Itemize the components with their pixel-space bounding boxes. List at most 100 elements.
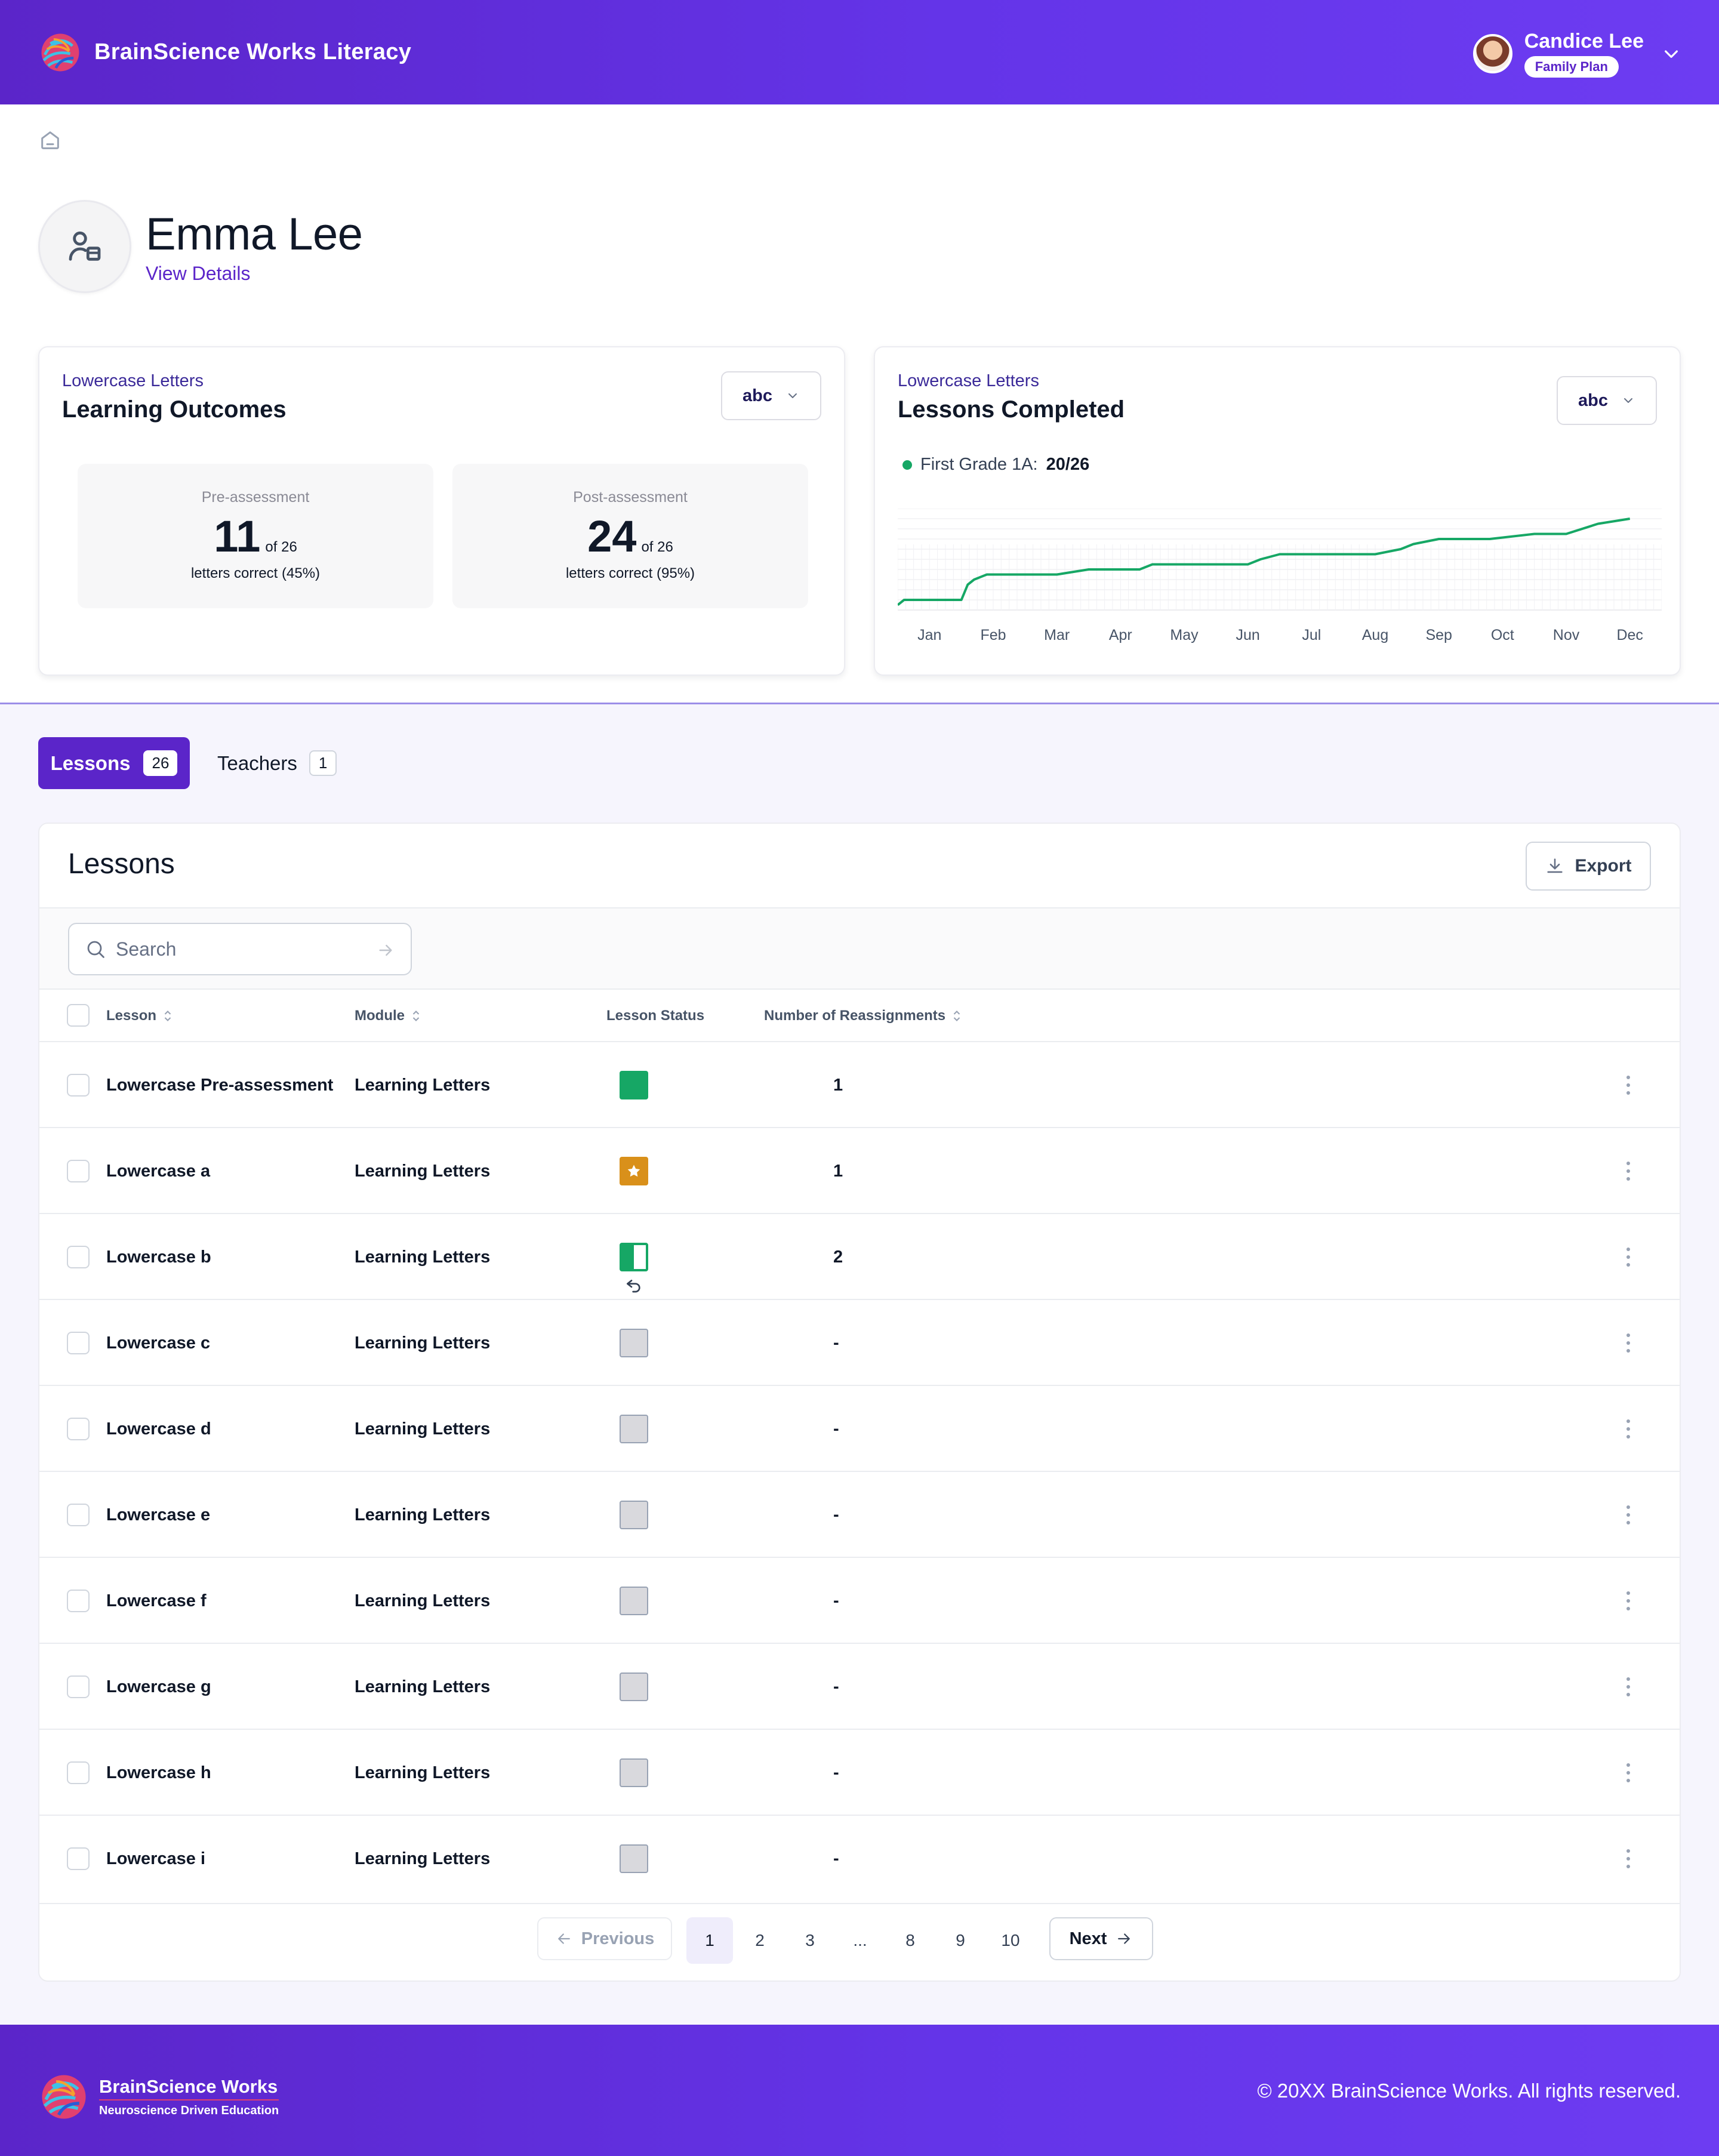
brain-logo-icon (42, 2075, 86, 2119)
more-actions-icon[interactable] (1625, 1505, 1632, 1524)
lesson-status-none[interactable] (620, 1844, 648, 1873)
user-menu[interactable]: Candice Lee Family Plan (1472, 30, 1681, 78)
previous-button[interactable]: Previous (537, 1917, 672, 1960)
table-row[interactable]: Lowercase e Learning Letters - (39, 1471, 1680, 1557)
column-header-module[interactable]: Module (355, 1008, 421, 1024)
more-actions-icon[interactable] (1625, 1763, 1632, 1782)
search-input[interactable] (116, 938, 366, 960)
card-subtitle: Lowercase Letters (62, 371, 204, 390)
reassignment-count: - (833, 1677, 839, 1696)
table-row[interactable]: Lowercase h Learning Letters - (39, 1729, 1680, 1815)
tab-label: Teachers (217, 751, 297, 774)
row-checkbox[interactable] (67, 1504, 90, 1526)
pre-assessment-box: Pre-assessment 11 of 26 letters correct … (78, 464, 433, 608)
row-checkbox[interactable] (67, 1590, 90, 1612)
reassignment-count: - (833, 1849, 839, 1868)
page-2[interactable]: 2 (755, 1931, 765, 1949)
table-row[interactable]: Lowercase Pre-assessment Learning Letters… (39, 1041, 1680, 1127)
lesson-name: Lowercase b (106, 1247, 211, 1267)
column-label: Lesson Status (606, 1008, 705, 1024)
letters-select[interactable]: abc (1557, 376, 1657, 425)
table-title: Lessons (68, 848, 175, 880)
lesson-name: Lowercase i (106, 1849, 206, 1868)
lesson-status-partial[interactable] (620, 1243, 648, 1271)
table-row[interactable]: Lowercase a Learning Letters 1 (39, 1127, 1680, 1213)
brand[interactable]: BrainScience Works Literacy (38, 30, 411, 75)
reassignment-count: - (833, 1591, 839, 1610)
table-row[interactable]: Lowercase c Learning Letters - (39, 1299, 1680, 1385)
more-actions-icon[interactable] (1625, 1591, 1632, 1610)
page-10[interactable]: 10 (1001, 1931, 1020, 1949)
table-row[interactable]: Lowercase d Learning Letters - (39, 1385, 1680, 1471)
page-8[interactable]: 8 (905, 1931, 915, 1949)
reassignment-count: 2 (833, 1247, 843, 1267)
select-value: abc (743, 386, 772, 405)
pre-assessment-footer: letters correct (45%) (190, 565, 321, 581)
row-checkbox[interactable] (67, 1418, 90, 1440)
more-actions-icon[interactable] (1625, 1419, 1632, 1439)
card-title: Learning Outcomes (62, 396, 286, 423)
select-all-checkbox[interactable] (67, 1004, 90, 1027)
select-value: abc (1578, 390, 1608, 410)
row-checkbox[interactable] (67, 1160, 90, 1182)
row-checkbox[interactable] (67, 1675, 90, 1698)
view-details-link[interactable]: View Details (146, 262, 251, 284)
footer-brand[interactable]: BrainScience Works Neuroscience Driven E… (38, 2071, 279, 2123)
page-3[interactable]: 3 (805, 1931, 815, 1949)
row-checkbox[interactable] (67, 1847, 90, 1870)
lesson-status-none[interactable] (620, 1587, 648, 1615)
lesson-status-complete[interactable] (620, 1071, 648, 1099)
lesson-status-none[interactable] (620, 1415, 648, 1443)
lesson-name: Lowercase a (106, 1161, 211, 1181)
table-row[interactable]: Lowercase b Learning Letters 2 (39, 1213, 1680, 1299)
column-header-lesson[interactable]: Lesson (106, 1008, 173, 1024)
x-tick-label: Apr (1109, 627, 1132, 643)
more-actions-icon[interactable] (1625, 1333, 1632, 1353)
footer: BrainScience Works Neuroscience Driven E… (0, 2025, 1719, 2156)
module-name: Learning Letters (355, 1333, 491, 1353)
more-actions-icon[interactable] (1625, 1076, 1632, 1095)
row-checkbox[interactable] (67, 1074, 90, 1097)
lesson-name: Lowercase f (106, 1591, 207, 1610)
arrow-right-icon[interactable] (376, 941, 395, 960)
table-row[interactable]: Lowercase g Learning Letters - (39, 1643, 1680, 1729)
module-name: Learning Letters (355, 1161, 491, 1181)
lesson-status-none[interactable] (620, 1673, 648, 1701)
lesson-status-none[interactable] (620, 1501, 648, 1529)
search-field[interactable] (68, 923, 412, 975)
lesson-status-none[interactable] (620, 1758, 648, 1787)
plan-badge: Family Plan (1524, 56, 1619, 78)
table-row[interactable]: Lowercase f Learning Letters - (39, 1557, 1680, 1643)
x-tick-label: Aug (1362, 627, 1388, 643)
row-checkbox[interactable] (67, 1761, 90, 1784)
card-title: Lessons Completed (898, 396, 1125, 423)
more-actions-icon[interactable] (1625, 1162, 1632, 1181)
learning-outcomes-card: Lowercase Letters Learning Outcomes abc … (38, 346, 845, 676)
page-1[interactable]: 1 (686, 1917, 733, 1964)
module-name: Learning Letters (355, 1419, 491, 1439)
lesson-status-none[interactable] (620, 1329, 648, 1357)
home-icon[interactable] (38, 128, 62, 152)
row-checkbox[interactable] (67, 1246, 90, 1268)
export-button[interactable]: Export (1526, 842, 1651, 891)
chevron-down-icon[interactable] (1662, 44, 1681, 63)
more-actions-icon[interactable] (1625, 1248, 1632, 1267)
tab-lessons[interactable]: Lessons 26 (38, 737, 190, 789)
lesson-status-star[interactable] (620, 1157, 648, 1185)
next-button[interactable]: Next (1049, 1917, 1153, 1960)
module-name: Learning Letters (355, 1849, 491, 1868)
tab-teachers[interactable]: Teachers 1 (203, 737, 351, 789)
letters-select[interactable]: abc (721, 371, 821, 420)
student-header: Emma Lee View Details (38, 200, 363, 293)
legend-value: 20/26 (1046, 455, 1090, 474)
table-row[interactable]: Lowercase i Learning Letters - (39, 1815, 1680, 1901)
row-checkbox[interactable] (67, 1332, 90, 1354)
more-actions-icon[interactable] (1625, 1849, 1632, 1868)
tab-label: Lessons (50, 751, 131, 774)
x-tick-label: Mar (1044, 627, 1070, 643)
post-assessment-total: of 26 (641, 539, 673, 555)
more-actions-icon[interactable] (1625, 1677, 1632, 1696)
sort-icon (953, 1011, 960, 1021)
column-header-reassignments[interactable]: Number of Reassignments (764, 1008, 962, 1024)
page-9[interactable]: 9 (956, 1931, 965, 1949)
